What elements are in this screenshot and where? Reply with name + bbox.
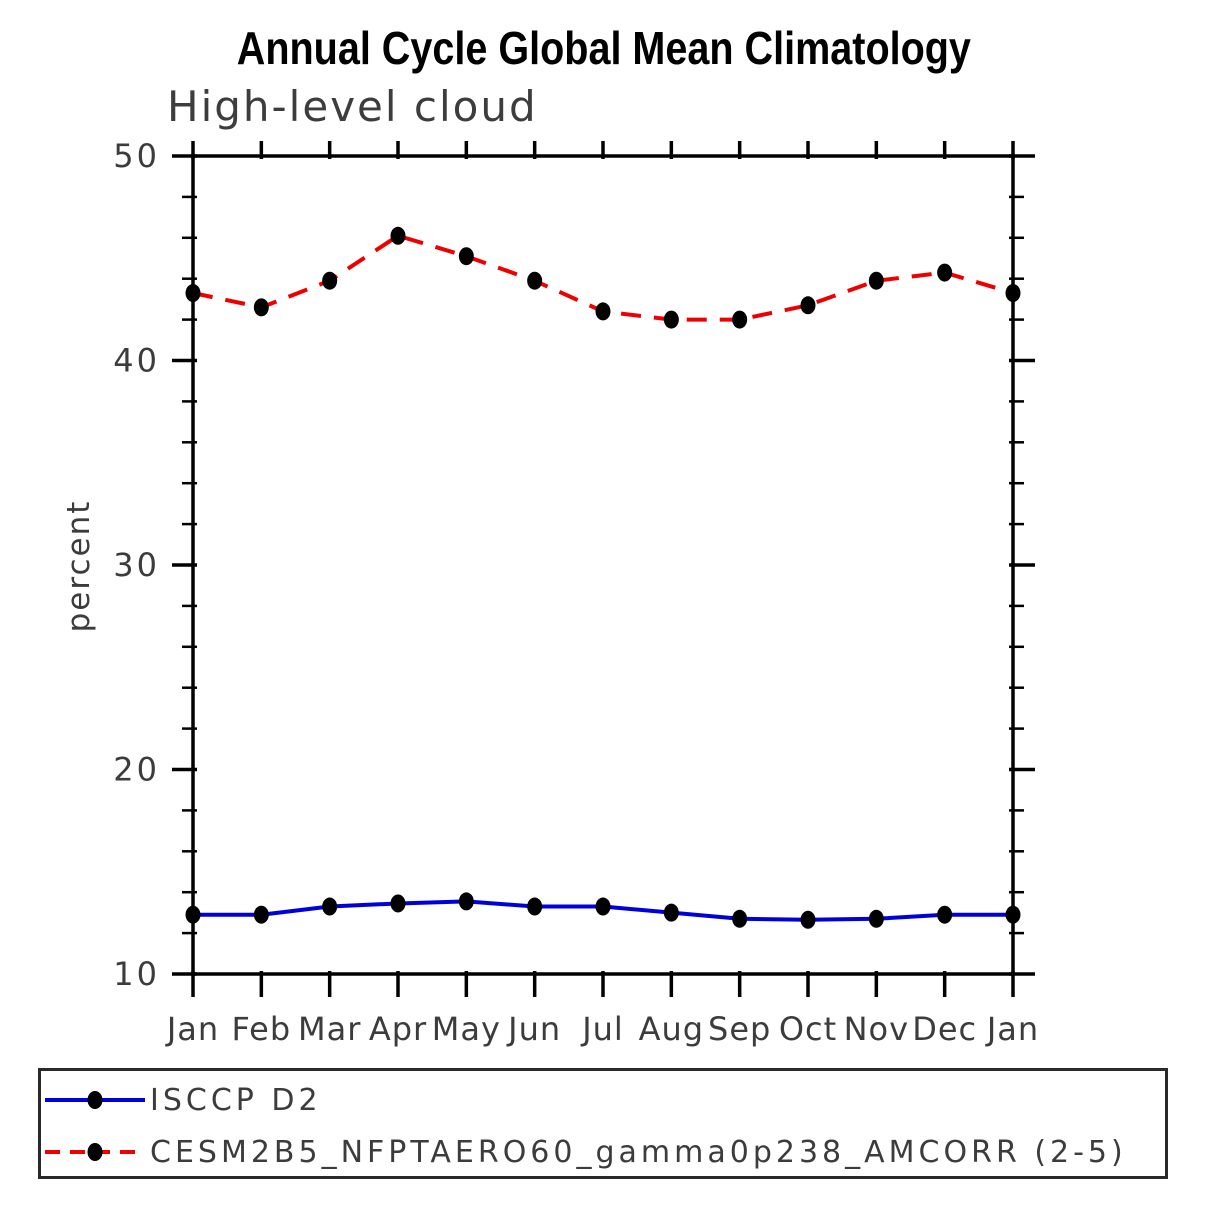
y-tick-label: 40 <box>113 342 160 380</box>
data-point <box>390 226 406 245</box>
data-point <box>595 897 611 916</box>
data-point <box>1005 905 1021 924</box>
data-point <box>663 310 679 329</box>
series-markers-0 <box>185 892 1021 929</box>
data-point <box>800 296 816 315</box>
data-point <box>663 903 679 922</box>
legend-marker-0 <box>87 1091 103 1109</box>
x-tick-label: Oct <box>779 1010 837 1048</box>
legend-item-cesm: CESM2B5_NFPTAERO60_gamma0p238_AMCORR (2-… <box>41 1130 1127 1174</box>
x-tick-label: Jan <box>165 1010 219 1048</box>
legend-line-sample-dashed <box>45 1143 145 1161</box>
legend-marker-1 <box>87 1143 103 1161</box>
data-point <box>732 909 748 928</box>
x-tick-label: Jul <box>580 1010 624 1048</box>
chart-title: Annual Cycle Global Mean Climatology <box>0 21 1208 75</box>
x-tick-label: Jan <box>985 1010 1039 1048</box>
y-tick-label: 10 <box>113 955 160 993</box>
data-point <box>527 897 543 916</box>
data-point <box>185 905 201 924</box>
legend-line-sample-solid <box>45 1091 145 1109</box>
x-tick-label: May <box>432 1010 501 1048</box>
x-tick-label: Sep <box>708 1010 771 1048</box>
data-point <box>322 271 338 290</box>
y-axis: 10 20 30 40 50 <box>113 137 1035 993</box>
data-point <box>868 271 884 290</box>
x-tick-label: Mar <box>298 1010 361 1048</box>
data-point <box>868 909 884 928</box>
series-markers-1 <box>185 226 1021 329</box>
data-point <box>322 897 338 916</box>
y-tick-label: 20 <box>113 751 160 789</box>
data-point <box>185 284 201 303</box>
legend-item-isccp: ISCCP D2 <box>41 1078 322 1122</box>
x-tick-label: Apr <box>369 1010 427 1048</box>
data-point <box>732 310 748 329</box>
data-point <box>253 905 269 924</box>
x-tick-label: Feb <box>232 1010 292 1048</box>
data-point <box>1005 284 1021 303</box>
data-point <box>595 302 611 321</box>
data-point <box>253 298 269 317</box>
chart-title-text: Annual Cycle Global Mean Climatology <box>236 22 972 74</box>
chart-subtitle: High-level cloud <box>167 82 538 131</box>
data-point <box>527 271 543 290</box>
y-tick-label: 50 <box>113 137 160 175</box>
x-tick-label: Aug <box>639 1010 704 1048</box>
data-point <box>458 247 474 266</box>
data-point <box>800 910 816 929</box>
y-tick-label: 30 <box>113 546 160 584</box>
x-tick-label: Dec <box>912 1010 977 1048</box>
legend-box: ISCCP D2 CESM2B5_NFPTAERO60_gamma0p238_A… <box>38 1068 1168 1179</box>
x-tick-label: Nov <box>844 1010 909 1048</box>
legend-label-cesm: CESM2B5_NFPTAERO60_gamma0p238_AMCORR (2-… <box>150 1134 1127 1170</box>
legend-label-isccp: ISCCP D2 <box>150 1082 322 1118</box>
x-axis: Jan Feb Mar Apr May Jun Jul Aug Sep Oct Nov Dec Jan <box>165 141 1039 1048</box>
x-tick-label: Jun <box>506 1010 561 1048</box>
data-point <box>458 892 474 911</box>
data-point <box>390 894 406 913</box>
data-point <box>937 905 953 924</box>
data-point <box>937 263 953 282</box>
